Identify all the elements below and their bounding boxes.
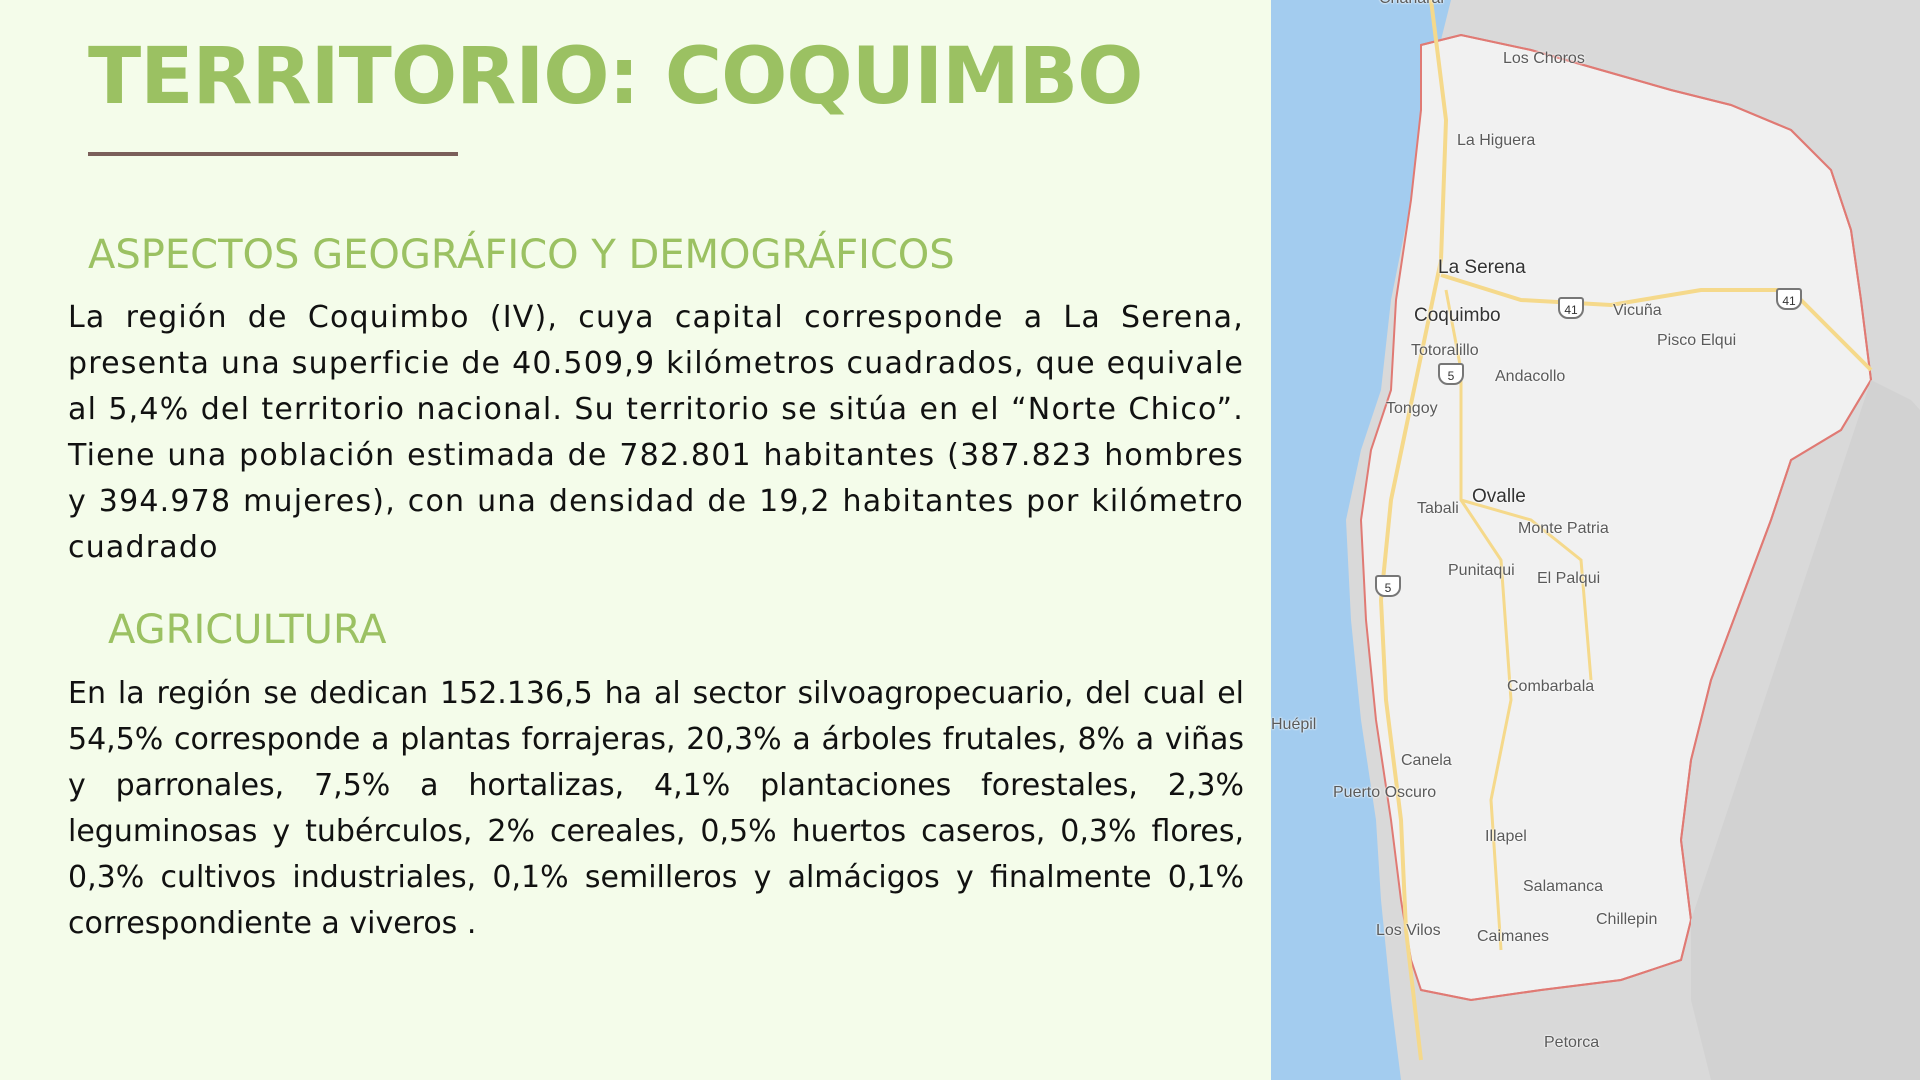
map-label-la-higuera: La Higuera	[1457, 132, 1536, 149]
route-41-road	[1440, 273, 1873, 372]
region-map: Chañaral Los Choros La Higuera La Serena…	[1271, 0, 1920, 1080]
page-title: TERRITORIO: COQUIMBO	[88, 32, 1143, 122]
map-label-andacollo: Andacollo	[1495, 368, 1566, 385]
map-label-la-serena: La Serena	[1438, 257, 1526, 278]
map-label-chillepin: Chillepin	[1596, 911, 1658, 928]
map-label-huepil: Huépil	[1271, 716, 1317, 733]
agriculture-paragraph: En la región se dedican 152.136,5 ha al …	[68, 676, 1244, 941]
map-label-ovalle: Ovalle	[1472, 486, 1526, 507]
map-label-puerto-oscuro: Puerto Oscuro	[1333, 784, 1437, 801]
title-underline	[88, 152, 458, 156]
geography-paragraph: La región de Coquimbo (IV), cuya capital…	[68, 300, 1244, 565]
ocean-area	[1271, 0, 1451, 1080]
route-5-shield: 5	[1438, 363, 1464, 385]
route-41-shield-east: 41	[1776, 288, 1802, 310]
map-label-pisco-elqui: Pisco Elqui	[1657, 332, 1737, 349]
map-label-petorca: Petorca	[1544, 1034, 1600, 1051]
map-label-canela: Canela	[1401, 752, 1452, 769]
section-heading-agriculture: AGRICULTURA	[108, 607, 387, 653]
map-label-tongoy: Tongoy	[1386, 400, 1438, 417]
map-label-chanaral: Chañaral	[1379, 0, 1444, 8]
map-label-los-vilos: Los Vilos	[1376, 922, 1441, 939]
map-label-vicuna: Vicuña	[1613, 302, 1662, 319]
region-border	[1420, 33, 1873, 1002]
secondary-road	[1460, 498, 1593, 681]
map-label-totoralillo: Totoralillo	[1411, 342, 1479, 359]
map-label-los-choros: Los Choros	[1503, 50, 1585, 67]
map-label-illapel: Illapel	[1485, 828, 1527, 845]
map-label-tabali: Tabali	[1417, 500, 1459, 517]
map-label-caimanes: Caimanes	[1477, 928, 1550, 945]
route-41-shield: 41	[1558, 297, 1584, 319]
map-label-punitaqui: Punitaqui	[1448, 562, 1515, 579]
argentina-area	[1691, 380, 1920, 1080]
map-label-monte-patria: Monte Patria	[1518, 520, 1609, 537]
map-graphic	[1271, 0, 1920, 1080]
map-label-coquimbo: Coquimbo	[1414, 305, 1501, 326]
map-label-combarbala: Combarbala	[1507, 678, 1595, 695]
route-5-road	[1378, 0, 1449, 1061]
map-label-salamanca: Salamanca	[1523, 878, 1604, 895]
route-5-shield-south: 5	[1375, 575, 1401, 597]
map-label-el-palqui: El Palqui	[1537, 570, 1601, 587]
section-heading-geography: ASPECTOS GEOGRÁFICO Y DEMOGRÁFICOS	[88, 232, 955, 278]
